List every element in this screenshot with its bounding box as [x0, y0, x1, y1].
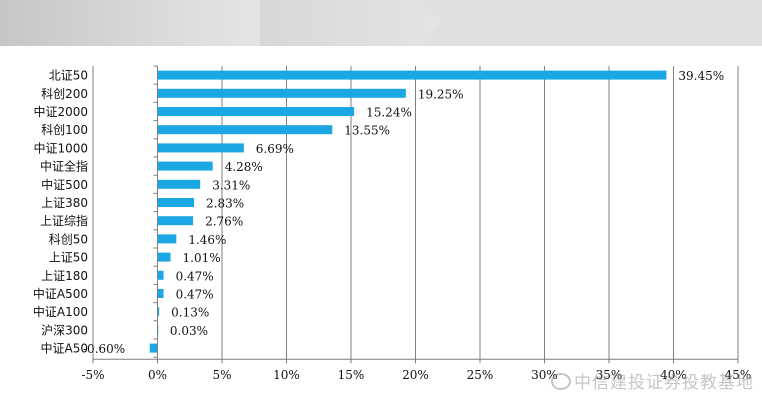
category-label: 上证50	[49, 251, 88, 265]
watermark: 中信建投证券投教基地	[551, 368, 754, 393]
bar	[157, 198, 195, 207]
category-label: 科创200	[41, 87, 88, 101]
value-label: 0.47%	[176, 288, 214, 302]
value-label: -0.60%	[83, 342, 125, 356]
value-label: 0.47%	[176, 269, 214, 283]
x-tick-label: 10%	[273, 368, 300, 382]
bar	[157, 179, 201, 189]
bar	[157, 252, 171, 262]
bars	[149, 70, 667, 353]
value-label: 15.24%	[366, 106, 412, 120]
value-label: 1.46%	[188, 233, 226, 247]
bar	[157, 234, 177, 244]
value-label: 2.76%	[205, 215, 243, 229]
x-tick-label: 35%	[596, 368, 623, 382]
category-label: 中证1000	[33, 140, 88, 155]
category-label: 中证A100	[33, 304, 88, 319]
bar	[157, 143, 244, 153]
header-banner	[0, 0, 762, 46]
x-tick-label: 40%	[660, 368, 687, 382]
value-label: 3.31%	[212, 178, 250, 192]
bar	[157, 216, 194, 226]
value-label: 1.01%	[183, 251, 221, 265]
category-label: 中证A50	[41, 341, 88, 356]
x-tick-label: 45%	[725, 368, 752, 382]
category-label: 科创50	[49, 232, 88, 246]
category-label: 中证A500	[33, 286, 88, 301]
x-tick-label: 25%	[467, 368, 494, 382]
category-label: 上证180	[41, 269, 88, 283]
value-label: 0.03%	[170, 324, 208, 338]
value-labels: 39.45% 19.25% 15.24% 13.55% 6.69% 4.28% 3.31% 2…	[83, 69, 724, 356]
x-tick-labels: -5% 0% 5% 10% 15% 20% 25% 30% 35% 40% 45%	[81, 368, 751, 382]
category-label: 科创100	[41, 123, 88, 137]
category-label: 中证500	[41, 177, 88, 192]
x-tick-label: 20%	[402, 368, 429, 382]
category-label: 上证380	[41, 196, 88, 210]
bar	[157, 307, 160, 317]
bar	[149, 343, 158, 353]
x-tick-label: -5%	[81, 368, 104, 382]
category-label: 沪深300	[41, 323, 88, 337]
watermark-text: 中信建投证券投教基地	[574, 373, 754, 393]
value-label: 19.25%	[418, 87, 464, 101]
bar	[157, 107, 355, 116]
x-tick-label: 0%	[148, 368, 167, 382]
x-tick-label: 15%	[338, 368, 365, 382]
category-label: 中证2000	[33, 104, 88, 119]
value-label: 13.55%	[344, 124, 390, 138]
value-label: 6.69%	[256, 142, 294, 156]
header-arrow-shape	[0, 0, 442, 46]
x-tick-label: 5%	[212, 368, 231, 382]
category-label: 中证全指	[40, 159, 88, 174]
bar	[157, 88, 406, 98]
category-label: 上证综指	[40, 213, 88, 228]
value-label: 2.83%	[206, 197, 244, 211]
bar	[157, 289, 164, 298]
bar	[157, 161, 213, 171]
header-left-sheen	[0, 0, 260, 46]
bar	[157, 125, 333, 135]
category-label: 北证50	[49, 69, 88, 83]
bar	[157, 70, 667, 80]
value-label: 39.45%	[678, 69, 724, 83]
value-label: 4.28%	[225, 160, 263, 174]
bar	[157, 270, 164, 280]
weibo-icon	[551, 373, 571, 390]
axes	[92, 65, 739, 364]
value-label: 0.13%	[171, 306, 209, 320]
